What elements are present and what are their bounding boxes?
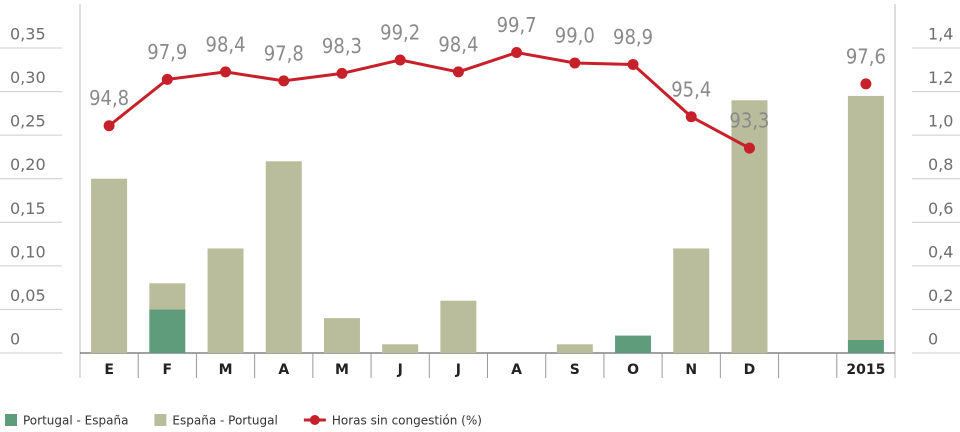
data-label: 98,4 [438, 32, 478, 56]
bar [731, 100, 768, 354]
x-tick-label: S [570, 362, 580, 378]
y-tick-label: 0,30 [10, 68, 46, 87]
bar [615, 335, 652, 353]
data-label: 97,6 [846, 44, 886, 68]
y-tick-label: 0,10 [10, 242, 46, 261]
bar [556, 344, 593, 353]
point [103, 120, 115, 132]
point [161, 73, 173, 85]
x-tick-label: 2015 [846, 362, 885, 378]
data-label: 94,8 [89, 86, 129, 110]
legend-label: España - Portugal [172, 414, 277, 428]
point [743, 142, 755, 154]
y-tick-label: 0,05 [10, 286, 46, 305]
x-tick-label: M [219, 362, 233, 378]
bar [149, 309, 186, 353]
x-tick-label: D [744, 362, 756, 378]
point [452, 66, 464, 78]
y-tick-label: 0,25 [10, 112, 46, 131]
legend-swatch [154, 414, 167, 426]
point [627, 58, 639, 70]
bar [440, 300, 477, 353]
bar [323, 318, 360, 353]
x-tick-label: J [397, 362, 403, 378]
data-label: 99,7 [497, 13, 537, 37]
y2-tick-label: 0,2 [928, 286, 953, 305]
legend-label: Portugal - España [23, 414, 128, 428]
bar [91, 178, 128, 353]
x-tick-label: O [627, 362, 639, 378]
x-tick-label: M [335, 362, 349, 378]
y-tick-label: 0,20 [10, 155, 46, 174]
bar [149, 283, 186, 310]
point [569, 57, 581, 69]
bar [382, 344, 419, 353]
data-label: 99,2 [380, 20, 420, 44]
point [394, 54, 406, 66]
data-label: 97,8 [264, 41, 304, 65]
x-tick-label: N [685, 362, 697, 378]
point [685, 111, 697, 123]
y2-tick-label: 0,4 [928, 242, 953, 261]
y-tick-label: 0,15 [10, 199, 46, 218]
point [511, 46, 523, 58]
data-label: 95,4 [671, 77, 711, 101]
x-tick-label: F [163, 362, 173, 378]
legend-swatch [309, 415, 320, 425]
y2-tick-label: 0 [928, 330, 938, 349]
x-tick-label: A [511, 362, 522, 378]
data-label: 97,9 [147, 40, 187, 64]
bar [265, 161, 302, 353]
bar [847, 339, 884, 353]
data-label: 93,3 [729, 109, 769, 133]
bar [673, 248, 710, 353]
legend-swatch [5, 414, 17, 426]
bar [847, 95, 884, 340]
y2-tick-label: 0,8 [928, 155, 953, 174]
data-label: 98,9 [613, 25, 653, 49]
y-tick-label: 0,35 [10, 25, 46, 44]
point [220, 66, 232, 78]
data-label: 98,4 [206, 32, 246, 56]
y2-tick-label: 0,6 [928, 199, 953, 218]
x-tick-label: J [455, 362, 461, 378]
legend-label: Horas sin congestión (%) [332, 414, 482, 428]
y2-tick-label: 1,4 [928, 25, 953, 44]
point [336, 67, 348, 79]
y2-tick-label: 1,2 [928, 68, 953, 87]
x-tick-label: A [278, 362, 289, 378]
y2-tick-label: 1,0 [928, 112, 953, 131]
point [278, 75, 290, 87]
data-label: 98,3 [322, 34, 362, 58]
x-tick-label: E [104, 362, 114, 378]
y-tick-label: 0 [10, 330, 20, 349]
data-label: 99,0 [555, 23, 595, 47]
point [860, 78, 872, 90]
bar [207, 248, 244, 353]
